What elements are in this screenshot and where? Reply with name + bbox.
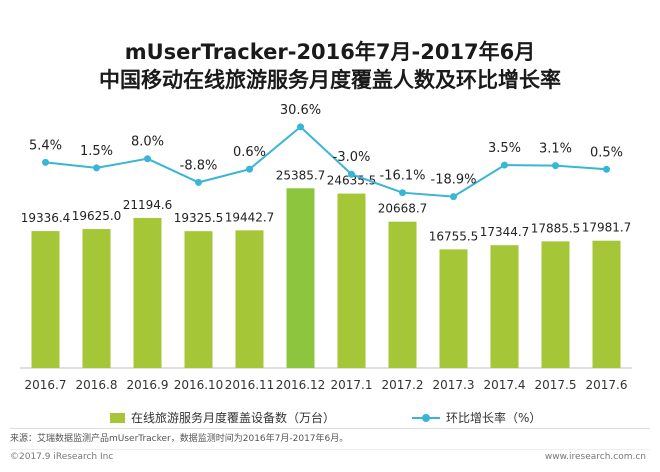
bar-value-label: 17344.7: [480, 225, 530, 239]
legend-bar-label: 在线旅游服务月度覆盖设备数（万台）: [131, 411, 336, 425]
bar-2016.7: [31, 231, 60, 368]
x-tick-label: 2016.12: [276, 378, 326, 392]
x-tick-label: 2017.6: [586, 378, 628, 392]
chart-canvas: 19336.4 2016.7 19625.0 2016.8 21194.6 2016.9 1…: [20, 103, 632, 392]
x-tick-label: 2016.10: [174, 378, 224, 392]
website-text: www.iresearch.com.cn: [544, 452, 646, 462]
bar-value-label: 24635.5: [327, 174, 377, 188]
growth-rate-label: 8.0%: [131, 135, 164, 150]
legend-bar-swatch: [110, 412, 125, 423]
growth-rate-point-2017.4: [501, 161, 508, 169]
bar-value-label: 19325.5: [174, 211, 224, 225]
bar-2016.8: [82, 229, 111, 368]
growth-rate-line: [45, 125, 607, 198]
growth-rate-point-2016.7: [42, 158, 49, 166]
x-tick-label: 2017.4: [484, 378, 526, 392]
bar-2017.5: [541, 241, 570, 368]
bar-2016.11: [235, 230, 264, 368]
chart-title-line1: mUserTracker-2016年7月-2017年6月: [124, 40, 536, 64]
x-tick-label: 2017.5: [535, 378, 577, 392]
growth-rate-point-2016.9: [144, 155, 151, 163]
bar-value-label: 19625.0: [72, 209, 122, 223]
growth-rate-label: 3.1%: [539, 142, 572, 157]
bar-value-label: 19442.7: [225, 210, 275, 224]
bar-2017.2: [388, 221, 417, 368]
growth-rate-point-2017.1: [348, 170, 355, 178]
x-tick-label: 2016.11: [225, 378, 275, 392]
growth-rate-point-2016.8: [93, 164, 100, 172]
source-note: 来源：艾瑞数据监测产品mUserTracker，数据监测时间为2016年7月-2…: [10, 434, 349, 444]
legend-line-swatch: [412, 413, 440, 423]
bar-2016.9: [133, 217, 162, 368]
growth-rate-point-2017.6: [603, 165, 610, 173]
growth-rate-point-2016.11: [246, 165, 253, 173]
growth-rate-label: 3.5%: [488, 141, 521, 156]
growth-rate-label: -18.9%: [431, 173, 477, 188]
bar-value-label: 21194.6: [123, 198, 173, 212]
growth-rate-point-2016.10: [195, 178, 202, 186]
bar-2017.3: [439, 249, 468, 368]
footer-divider: [10, 428, 650, 429]
x-tick-label: 2016.9: [127, 378, 169, 392]
growth-rate-label: 0.6%: [233, 145, 266, 160]
bar-2016.10: [184, 231, 213, 368]
bar-2016.12: [286, 188, 315, 368]
x-tick-label: 2017.2: [382, 378, 424, 392]
growth-rate-label: 5.4%: [29, 138, 62, 153]
growth-rate-label: 0.5%: [590, 145, 623, 160]
growth-rate-label: -16.1%: [380, 169, 426, 184]
legend-line-series: 环比增长率（%）: [412, 409, 541, 426]
bar-2017.1: [337, 193, 366, 368]
bar-value-label: 17981.7: [582, 221, 632, 235]
x-tick-label: 2016.7: [25, 378, 67, 392]
growth-rate-point-2017.5: [552, 162, 559, 170]
copyright-text: ©2017.9 iResearch Inc: [10, 452, 114, 462]
growth-rate-label: 1.5%: [80, 144, 113, 159]
chart-title-line2: 中国移动在线旅游服务月度覆盖人数及环比增长率: [99, 68, 561, 92]
bar-2017.4: [490, 245, 519, 368]
legend-line-label: 环比增长率（%）: [446, 411, 542, 425]
bar-value-label: 17885.5: [531, 221, 581, 235]
bar-value-label: 16755.5: [429, 229, 479, 243]
x-tick-label: 2016.8: [76, 378, 118, 392]
legend-bar-series: 在线旅游服务月度覆盖设备数（万台）: [110, 409, 335, 426]
growth-rate-label: -3.0%: [333, 150, 371, 165]
x-tick-label: 2017.1: [331, 378, 373, 392]
bar-value-label: 25385.7: [276, 168, 326, 182]
growth-rate-label: 30.6%: [280, 103, 321, 118]
growth-rate-point-2017.3: [450, 193, 457, 201]
bar-value-label: 19336.4: [21, 211, 71, 225]
growth-rate-point-2017.2: [399, 189, 406, 197]
bar-2017.6: [592, 240, 621, 368]
x-tick-label: 2017.3: [433, 378, 475, 392]
footer-rule: [10, 449, 650, 450]
growth-rate-point-2016.12: [297, 123, 304, 131]
bar-value-label: 20668.7: [378, 202, 428, 216]
growth-rate-label: -8.8%: [180, 158, 218, 173]
